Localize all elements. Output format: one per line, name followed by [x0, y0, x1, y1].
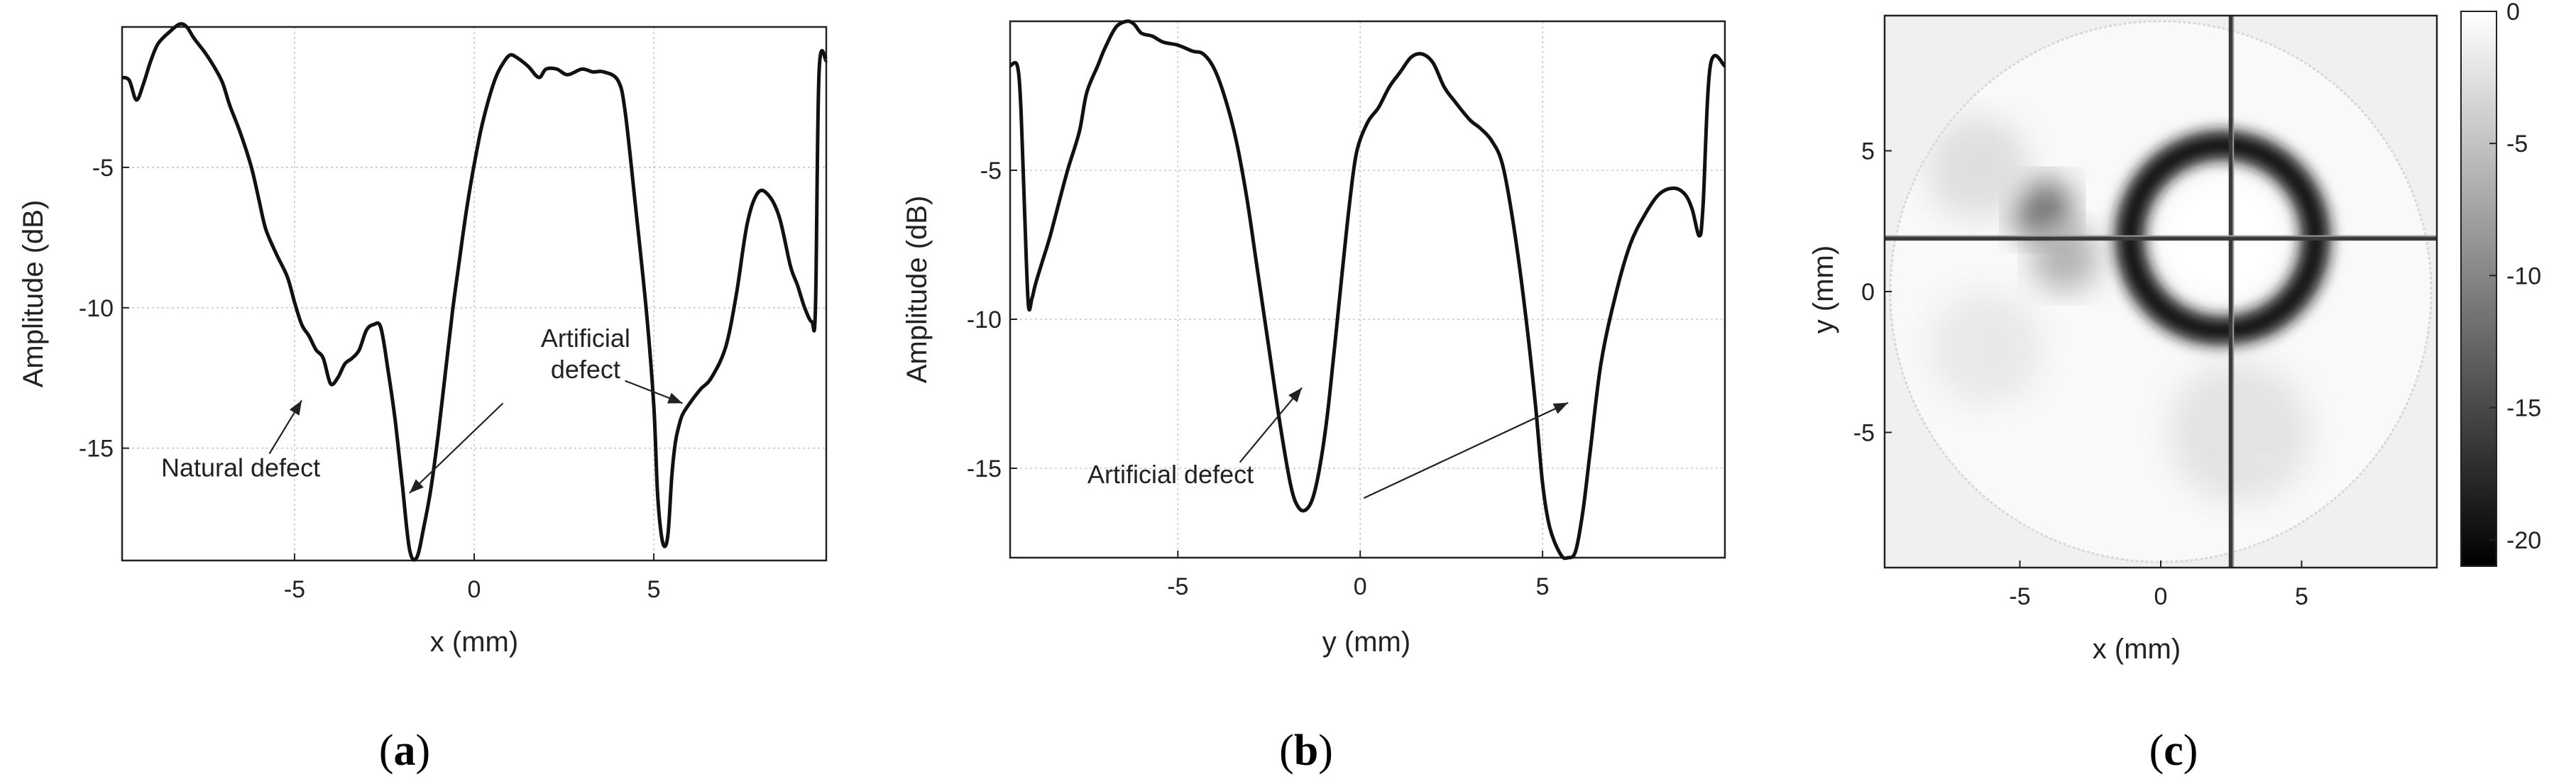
chart-c-shadow-spot — [2169, 362, 2311, 503]
chart-c-y-tick-label: 0 — [1861, 279, 1875, 306]
chart-b-x-tick-label: -5 — [1167, 573, 1188, 600]
chart-c-shadow-spot — [1929, 292, 2043, 404]
chart-b-y-tick-label: -15 — [967, 456, 1002, 482]
chart-a-annotation-label: Natural defect — [161, 453, 320, 482]
chart-c-colorbar — [2460, 11, 2497, 567]
chart-b-series-line — [1009, 19, 1726, 561]
chart-b-y-tick-label: -5 — [980, 158, 1002, 184]
chart-b-x-axis-label: y (mm) — [1322, 626, 1410, 658]
chart-a-annotation-arrowhead — [289, 400, 302, 416]
chart-a-annotation-line: defect — [551, 355, 620, 384]
chart-a-y-axis-label: Amplitude (dB) — [18, 200, 49, 388]
chart-b-annotations: Artificial defect — [1087, 387, 1569, 499]
chart-b-axes-frame — [1009, 20, 1726, 559]
chart-c-y-tick-label: 5 — [1861, 138, 1875, 165]
chart-a-annotation-line: Artificial — [541, 324, 630, 353]
chart-a-y-tick-label: -5 — [92, 155, 114, 182]
chart-c-colorbar-tick-label: -10 — [2506, 263, 2541, 289]
chart-a-ticks: -5 0 5 -5 -10 -15 — [79, 155, 661, 603]
chart-c-x-tick-label: 5 — [2295, 583, 2308, 610]
chart-c-x-tick-label: 0 — [2154, 583, 2168, 610]
chart-b-annotation-arrowhead — [1288, 387, 1303, 403]
chart-c-y-tick-label: -5 — [1853, 419, 1875, 446]
chart-a-amplitude-vs-x: -5 0 5 -5 -10 -15 Natural defect Artificial def… — [18, 22, 828, 658]
chart-a-annotation-label: Artificial defect — [541, 324, 630, 384]
chart-b-annotation-label: Artificial defect — [1087, 460, 1254, 489]
chart-c-x-axis-label: x (mm) — [2093, 634, 2181, 665]
panel-label-c: (c) — [2149, 727, 2198, 775]
chart-a-grid — [122, 27, 826, 561]
chart-c-crosshair — [1885, 16, 2437, 568]
chart-c-colorbar-tick-label: -15 — [2506, 395, 2541, 422]
chart-a-annotation-arrowhead — [667, 392, 683, 404]
chart-a-series-line — [121, 22, 828, 562]
chart-a-x-tick-label: -5 — [284, 576, 305, 603]
chart-c-colorbar-ticks: 0 -5 -10 -15 -20 — [2489, 0, 2541, 554]
panel-label-b: (b) — [1279, 727, 1333, 775]
chart-b-annotation-arrow-line — [1239, 387, 1303, 463]
chart-a-annotation-arrowhead — [409, 479, 424, 494]
chart-c-y-axis-label: y (mm) — [1808, 245, 1839, 333]
chart-c-heatmap: -5 0 5 5 0 -5 x (mm) y (mm) 0 -5 -10 -15 -20 — [1808, 0, 2541, 665]
chart-b-y-axis-label: Amplitude (dB) — [901, 196, 933, 384]
chart-c-colorbar-tick-label: -5 — [2506, 131, 2528, 158]
chart-a-x-tick-label: 0 — [468, 576, 481, 603]
chart-c-colorbar-tick-label: 0 — [2506, 0, 2520, 26]
chart-b-y-tick-label: -10 — [967, 307, 1002, 333]
chart-c-shadow-spot — [1926, 116, 2029, 219]
chart-a-annotation-arrow-line — [409, 402, 504, 494]
chart-b-annotation-arrowhead — [1552, 402, 1569, 414]
chart-c-ticks: -5 0 5 5 0 -5 — [1853, 138, 2308, 610]
chart-b-ticks: -5 0 5 -5 -10 -15 — [967, 158, 1550, 600]
chart-b-x-tick-label: 0 — [1354, 573, 1367, 600]
chart-b-amplitude-vs-y: -5 0 5 -5 -10 -15 Artificial defect y (mm) Am… — [901, 19, 1726, 658]
chart-a-annotation-line: Natural defect — [161, 453, 320, 482]
chart-c-colorbar-tick-label: -20 — [2506, 527, 2541, 554]
chart-a-y-tick-label: -15 — [79, 436, 114, 463]
chart-a-x-axis-label: x (mm) — [430, 626, 518, 658]
chart-a-annotations: Natural defect Artificial defect — [161, 324, 683, 494]
chart-b-annotation-line: Artificial defect — [1087, 460, 1254, 489]
panel-label-a: (a) — [379, 727, 430, 775]
chart-a-y-tick-label: -10 — [79, 295, 114, 322]
chart-c-x-tick-label: -5 — [2009, 583, 2030, 610]
chart-c-shadow-spot — [2031, 223, 2099, 292]
chart-a-x-tick-label: 5 — [647, 576, 661, 603]
chart-c-scan-disk — [1890, 21, 2432, 563]
chart-b-annotation-arrow-line — [1363, 402, 1569, 499]
chart-b-x-tick-label: 5 — [1536, 573, 1550, 600]
